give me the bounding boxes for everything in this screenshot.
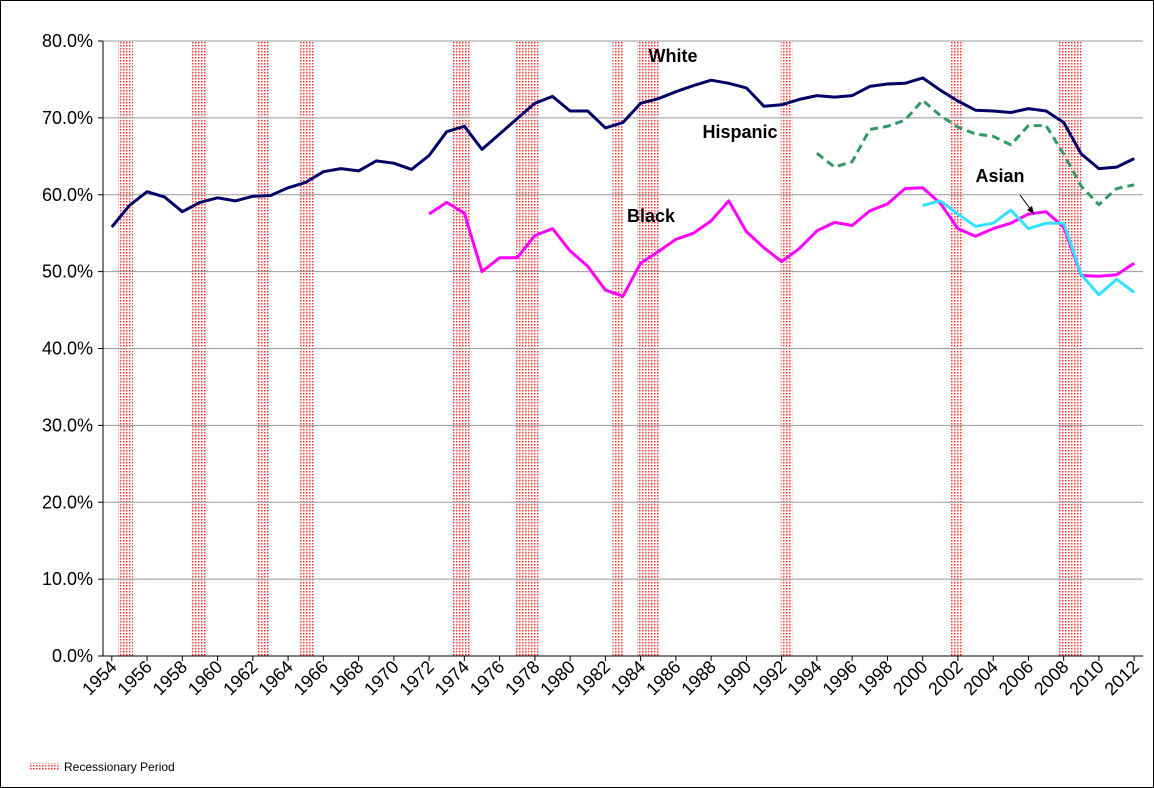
series-line (922, 199, 1136, 297)
series-label: Asian (975, 166, 1024, 186)
series-line (815, 98, 1135, 207)
legend-label: Recessionary Period (64, 760, 175, 774)
y-tick-label: 50.0% (42, 262, 93, 282)
line-layer (110, 76, 1136, 298)
y-tick-label: 60.0% (42, 185, 93, 205)
legend-swatch (30, 763, 60, 771)
y-tick-label: 40.0% (42, 339, 93, 359)
series-label: Black (627, 206, 676, 226)
y-tick-label: 70.0% (42, 108, 93, 128)
y-tick-label: 30.0% (42, 415, 93, 435)
series-line (110, 76, 1135, 228)
series-label: Hispanic (702, 122, 777, 142)
y-tick-label: 10.0% (42, 569, 93, 589)
series-label: White (649, 46, 698, 66)
series-line (428, 186, 1136, 298)
asian-arrowhead (1027, 206, 1034, 214)
y-tick-label: 0.0% (52, 646, 93, 666)
y-tick-label: 80.0% (42, 31, 93, 51)
y-tick-label: 20.0% (42, 492, 93, 512)
grid-layer (98, 40, 1143, 661)
